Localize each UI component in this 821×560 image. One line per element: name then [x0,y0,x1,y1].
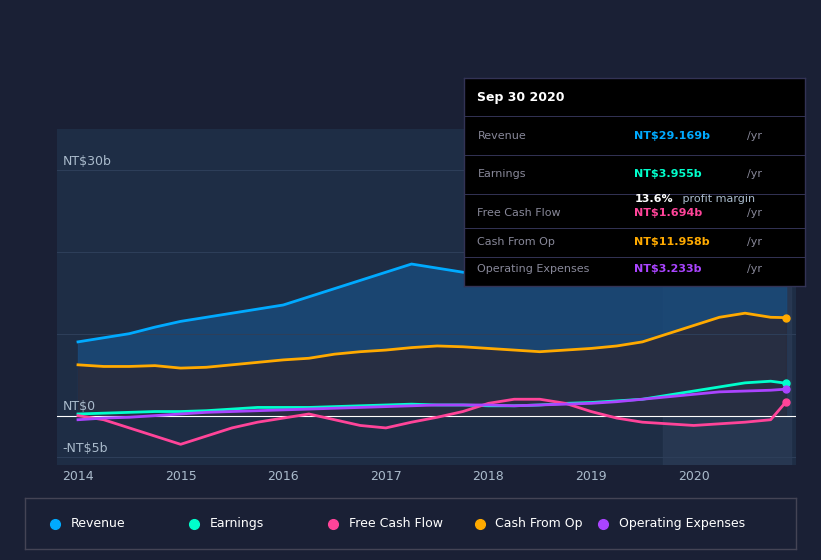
Text: NT$3.233b: NT$3.233b [635,264,702,274]
Text: Earnings: Earnings [478,169,526,179]
Text: NT$0: NT$0 [62,400,96,413]
Text: Earnings: Earnings [210,517,264,530]
Text: profit margin: profit margin [678,194,754,204]
Text: -NT$5b: -NT$5b [62,442,108,455]
Bar [663,129,791,465]
Text: /yr: /yr [746,132,762,142]
Text: Free Cash Flow: Free Cash Flow [478,208,561,218]
Text: NT$30b: NT$30b [62,155,112,168]
Text: Operating Expenses: Operating Expenses [619,517,745,530]
Text: 13.6%: 13.6% [635,194,673,204]
Text: NT$11.958b: NT$11.958b [635,237,710,247]
Text: Operating Expenses: Operating Expenses [478,264,589,274]
Text: Revenue: Revenue [478,132,526,142]
Text: NT$3.955b: NT$3.955b [635,169,702,179]
Text: Free Cash Flow: Free Cash Flow [349,517,443,530]
Text: NT$29.169b: NT$29.169b [635,132,710,142]
Text: /yr: /yr [746,208,762,218]
Text: Revenue: Revenue [71,517,126,530]
Text: NT$1.694b: NT$1.694b [635,208,703,218]
Text: Cash From Op: Cash From Op [478,237,555,247]
Text: Cash From Op: Cash From Op [495,517,583,530]
Text: /yr: /yr [746,169,762,179]
Text: /yr: /yr [746,237,762,247]
Text: /yr: /yr [746,264,762,274]
Text: Sep 30 2020: Sep 30 2020 [478,91,565,104]
